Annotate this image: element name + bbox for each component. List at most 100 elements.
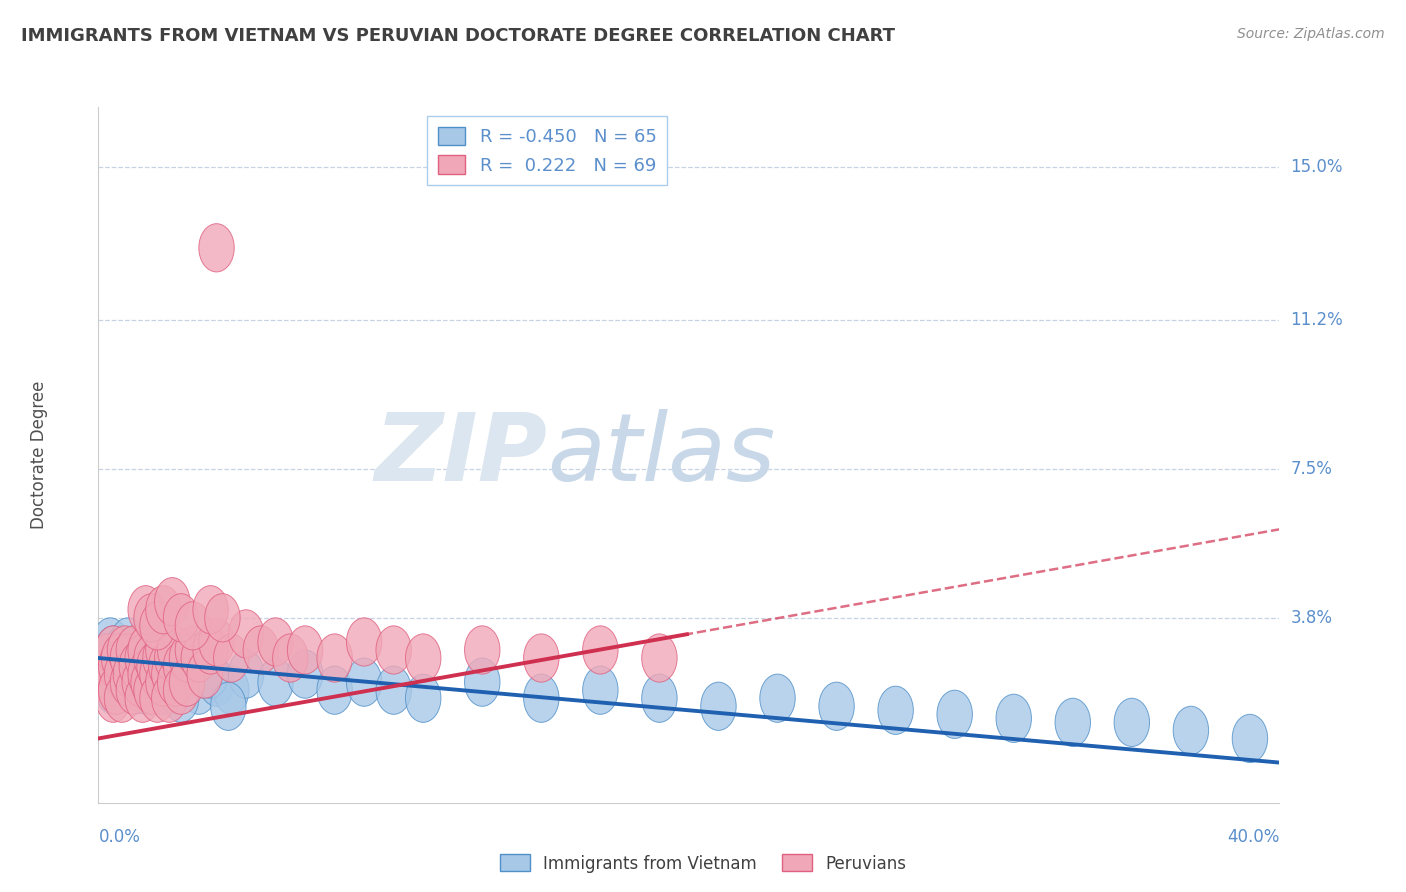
Ellipse shape <box>125 634 160 682</box>
Ellipse shape <box>120 650 155 698</box>
Ellipse shape <box>117 626 152 674</box>
Ellipse shape <box>128 586 163 634</box>
Ellipse shape <box>139 602 176 650</box>
Ellipse shape <box>143 634 179 682</box>
Ellipse shape <box>375 626 412 674</box>
Ellipse shape <box>107 626 143 674</box>
Ellipse shape <box>155 642 190 690</box>
Ellipse shape <box>287 650 323 698</box>
Ellipse shape <box>96 666 131 714</box>
Ellipse shape <box>90 650 125 698</box>
Ellipse shape <box>187 650 222 698</box>
Ellipse shape <box>107 634 143 682</box>
Ellipse shape <box>146 658 181 706</box>
Ellipse shape <box>641 634 678 682</box>
Ellipse shape <box>1173 706 1209 755</box>
Ellipse shape <box>163 594 198 642</box>
Ellipse shape <box>818 682 855 731</box>
Ellipse shape <box>96 674 131 723</box>
Ellipse shape <box>157 658 193 706</box>
Ellipse shape <box>169 658 205 706</box>
Ellipse shape <box>523 674 560 723</box>
Ellipse shape <box>87 650 122 698</box>
Ellipse shape <box>198 224 235 272</box>
Ellipse shape <box>101 634 136 682</box>
Ellipse shape <box>110 618 146 666</box>
Ellipse shape <box>181 634 217 682</box>
Text: ZIP: ZIP <box>374 409 547 501</box>
Ellipse shape <box>128 666 163 714</box>
Ellipse shape <box>128 642 163 690</box>
Ellipse shape <box>157 626 193 674</box>
Ellipse shape <box>98 642 134 690</box>
Ellipse shape <box>110 634 146 682</box>
Ellipse shape <box>117 666 152 714</box>
Ellipse shape <box>582 666 619 714</box>
Ellipse shape <box>122 626 157 674</box>
Ellipse shape <box>152 650 187 698</box>
Ellipse shape <box>96 626 131 674</box>
Ellipse shape <box>98 666 134 714</box>
Ellipse shape <box>375 666 412 714</box>
Ellipse shape <box>176 646 211 694</box>
Ellipse shape <box>98 642 134 690</box>
Ellipse shape <box>1054 698 1091 747</box>
Ellipse shape <box>1114 698 1150 747</box>
Ellipse shape <box>101 658 136 706</box>
Ellipse shape <box>139 650 176 698</box>
Text: atlas: atlas <box>547 409 776 500</box>
Ellipse shape <box>163 634 198 682</box>
Ellipse shape <box>104 674 139 723</box>
Ellipse shape <box>117 626 152 674</box>
Ellipse shape <box>114 642 149 690</box>
Ellipse shape <box>122 634 157 682</box>
Ellipse shape <box>405 674 441 723</box>
Ellipse shape <box>346 618 382 666</box>
Ellipse shape <box>464 626 501 674</box>
Ellipse shape <box>139 674 176 723</box>
Ellipse shape <box>146 586 181 634</box>
Ellipse shape <box>257 618 294 666</box>
Ellipse shape <box>176 602 211 650</box>
Ellipse shape <box>128 650 163 698</box>
Ellipse shape <box>87 634 122 682</box>
Ellipse shape <box>152 674 187 723</box>
Legend: Immigrants from Vietnam, Peruvians: Immigrants from Vietnam, Peruvians <box>494 847 912 880</box>
Ellipse shape <box>936 690 973 739</box>
Ellipse shape <box>139 642 176 690</box>
Ellipse shape <box>995 694 1032 742</box>
Ellipse shape <box>134 666 169 714</box>
Text: 7.5%: 7.5% <box>1291 460 1333 478</box>
Ellipse shape <box>134 634 169 682</box>
Ellipse shape <box>214 634 249 682</box>
Ellipse shape <box>136 658 173 706</box>
Ellipse shape <box>198 618 235 666</box>
Ellipse shape <box>131 666 166 714</box>
Ellipse shape <box>139 626 176 674</box>
Ellipse shape <box>136 642 173 690</box>
Ellipse shape <box>243 626 278 674</box>
Ellipse shape <box>193 586 228 634</box>
Ellipse shape <box>193 626 228 674</box>
Ellipse shape <box>146 634 181 682</box>
Ellipse shape <box>110 658 146 706</box>
Ellipse shape <box>163 642 198 690</box>
Ellipse shape <box>193 650 228 698</box>
Ellipse shape <box>155 578 190 626</box>
Ellipse shape <box>134 594 169 642</box>
Ellipse shape <box>114 650 149 698</box>
Ellipse shape <box>146 658 181 706</box>
Legend: R = -0.450   N = 65, R =  0.222   N = 69: R = -0.450 N = 65, R = 0.222 N = 69 <box>427 116 668 186</box>
Ellipse shape <box>149 642 184 690</box>
Ellipse shape <box>187 650 222 698</box>
Ellipse shape <box>90 634 125 682</box>
Text: Source: ZipAtlas.com: Source: ZipAtlas.com <box>1237 27 1385 41</box>
Ellipse shape <box>110 658 146 706</box>
Ellipse shape <box>122 658 157 706</box>
Ellipse shape <box>125 626 160 674</box>
Ellipse shape <box>169 658 205 706</box>
Ellipse shape <box>273 634 308 682</box>
Ellipse shape <box>128 626 163 674</box>
Ellipse shape <box>464 658 501 706</box>
Ellipse shape <box>125 658 160 706</box>
